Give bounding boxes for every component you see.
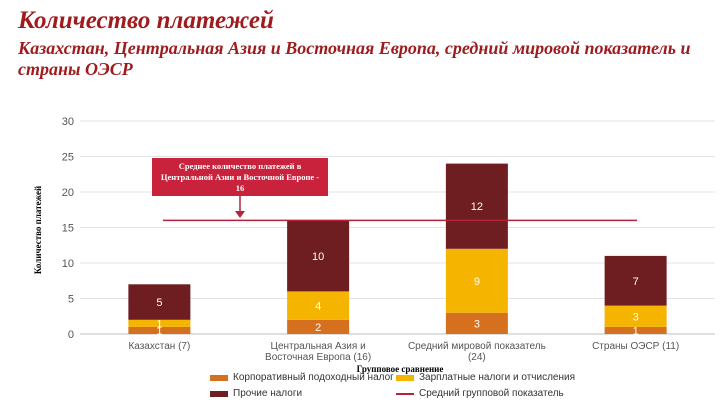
y-tick-label: 15 (62, 223, 74, 235)
data-label: 3 (474, 318, 480, 330)
legend-swatch-corporate (210, 374, 228, 381)
x-tick-label: (24) (468, 352, 486, 363)
bar-segment (128, 284, 191, 320)
average-callout: Среднее количество платежей в Центрально… (152, 158, 328, 196)
legend-item-payroll: Зарплатные налоги и отчисления (396, 372, 575, 383)
y-tick-label: 5 (68, 294, 74, 306)
data-label: 12 (471, 201, 483, 213)
bar-segment (445, 163, 508, 249)
x-tick-label: Страны ОЭСР (11) (592, 341, 679, 352)
legend-swatch-average (396, 392, 414, 395)
data-label: 1 (633, 325, 639, 337)
bar-segment (287, 220, 350, 292)
data-label: 9 (474, 276, 480, 288)
y-tick-label: 10 (62, 258, 74, 270)
legend-item-average: Средний групповой показатель (396, 388, 564, 399)
y-tick-label: 25 (62, 152, 74, 164)
legend-label-payroll: Зарплатные налоги и отчисления (419, 372, 575, 383)
page-subtitle: Казахстан, Центральная Азия и Восточная … (18, 38, 691, 79)
bar-segment (287, 319, 350, 334)
data-label: 10 (312, 251, 324, 263)
grid-layer (80, 120, 715, 335)
bar-segment (128, 326, 191, 334)
y-tick-label: 0 (68, 329, 74, 341)
y-tick-label: 20 (62, 187, 74, 199)
legend-label-other: Прочие налоги (233, 388, 303, 399)
legend-swatch-payroll (396, 374, 414, 381)
data-label: 7 (633, 276, 639, 288)
x-tick-label: Центральная Азия и (271, 341, 366, 352)
data-label: 3 (633, 311, 639, 323)
legend-label-average: Средний групповой показатель (419, 388, 564, 399)
legend-item-corporate: Корпоративный подоходный налог (210, 372, 394, 383)
bar-segment (604, 255, 667, 306)
page-title: Количество платежей (18, 7, 274, 34)
bar-segment (128, 319, 191, 327)
x-tick-label: Казахстан (7) (128, 341, 190, 352)
bar-segment (445, 312, 508, 334)
legend-swatch-other (210, 390, 228, 397)
legend-label-corporate: Корпоративный подоходный налог (233, 372, 394, 383)
bar-segment (604, 305, 667, 327)
data-label: 1 (156, 318, 162, 330)
bar-segment (604, 326, 667, 334)
x-tick-label: Средний мировой показатель (408, 341, 546, 352)
x-axis-label: Групповое сравнение (356, 364, 444, 374)
bar-segment (445, 248, 508, 313)
data-label: 4 (315, 301, 321, 313)
legend-item-other: Прочие налоги (210, 388, 302, 399)
x-tick-label: Восточная Европа (16) (265, 352, 371, 363)
bar-segment (287, 291, 350, 320)
y-tick-label: 30 (62, 116, 74, 128)
y-axis-label: Количество платежей (33, 185, 43, 275)
data-label: 1 (156, 325, 162, 337)
callout-arrowhead (235, 211, 245, 218)
data-label: 2 (315, 322, 321, 334)
reference-layer (163, 196, 637, 222)
data-label: 5 (156, 297, 162, 309)
